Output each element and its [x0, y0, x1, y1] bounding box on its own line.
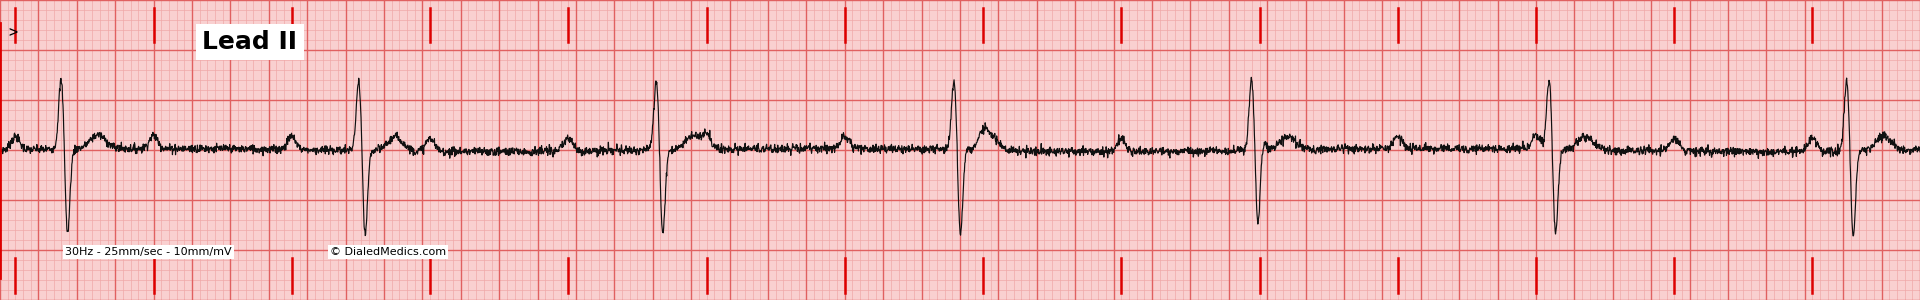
Text: © DialedMedics.com: © DialedMedics.com	[330, 247, 445, 257]
Text: 30Hz - 25mm/sec - 10mm/mV: 30Hz - 25mm/sec - 10mm/mV	[65, 247, 232, 257]
Text: Lead II: Lead II	[202, 30, 298, 54]
Text: >: >	[8, 26, 17, 40]
